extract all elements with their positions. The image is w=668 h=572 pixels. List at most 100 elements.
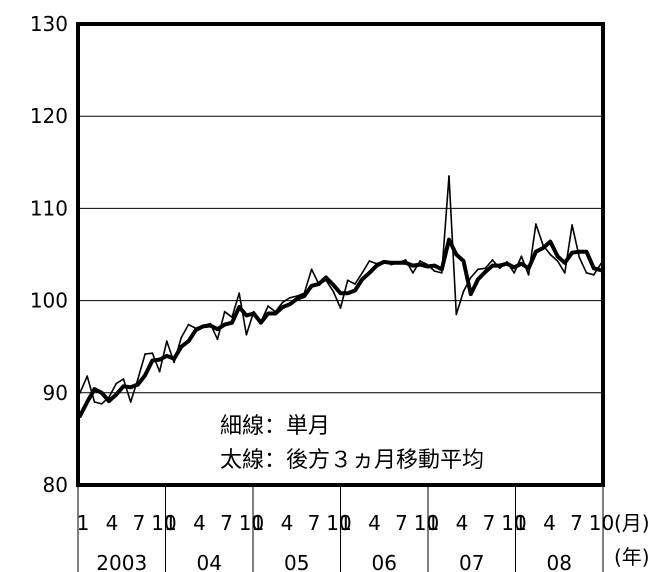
point-monthly — [419, 260, 421, 262]
point-monthly — [216, 338, 219, 341]
point-monthly — [339, 307, 342, 309]
y-tick-label: 130 — [30, 12, 68, 36]
point-monthly — [100, 403, 103, 405]
point-monthly — [404, 259, 407, 261]
point-monthly — [433, 270, 436, 272]
point-moving-average — [447, 237, 451, 242]
point-monthly — [346, 279, 349, 282]
point-monthly — [448, 175, 450, 178]
point-moving-average — [273, 311, 278, 316]
point-moving-average — [526, 266, 531, 271]
point-moving-average — [469, 292, 473, 296]
x-month-tick-label: 4 — [543, 511, 556, 535]
legend-thick-label: 太線：後方３ヵ月移動平均 — [220, 448, 484, 473]
point-moving-average — [230, 320, 234, 325]
point-monthly — [129, 401, 132, 403]
gridlines — [78, 115, 603, 394]
point-moving-average — [302, 294, 307, 298]
y-tick-label: 110 — [30, 196, 68, 220]
point-moving-average — [295, 297, 299, 301]
point-monthly — [144, 353, 147, 355]
x-month-tick-label: 10 — [414, 511, 439, 535]
point-monthly — [571, 224, 573, 226]
point-monthly — [578, 256, 581, 259]
series-line-monthly — [79, 175, 602, 405]
point-moving-average — [490, 263, 495, 268]
x-month-tick-label: 7 — [395, 511, 408, 535]
x-month-tick-label: 4 — [193, 511, 206, 535]
point-moving-average — [165, 354, 169, 358]
series-line-moving-average — [78, 237, 603, 418]
point-moving-average — [396, 261, 401, 265]
point-moving-average — [360, 277, 365, 282]
point-moving-average — [353, 288, 357, 293]
point-moving-average — [345, 291, 350, 296]
x-month-tick-label: 7 — [308, 511, 321, 535]
point-moving-average — [324, 275, 328, 280]
point-moving-average — [172, 356, 176, 361]
point-moving-average — [534, 249, 538, 254]
legend: 細線：単月 太線：後方３ヵ月移動平均 — [220, 414, 484, 473]
point-monthly — [368, 260, 371, 262]
point-moving-average — [570, 250, 574, 255]
x-month-tick-label: 1 — [427, 511, 440, 535]
point-monthly — [122, 378, 125, 380]
point-moving-average — [577, 249, 582, 254]
point-moving-average — [92, 387, 97, 391]
x-month-tick-label: 1 — [339, 511, 352, 535]
point-moving-average — [179, 344, 184, 349]
point-moving-average — [403, 261, 408, 265]
point-monthly — [158, 370, 161, 373]
y-tick-label: 100 — [30, 289, 68, 313]
point-moving-average — [555, 254, 560, 259]
point-monthly — [245, 333, 248, 336]
point-moving-average — [418, 262, 422, 267]
point-monthly — [498, 267, 501, 270]
x-year-label: 04 — [197, 551, 222, 572]
point-moving-average — [114, 392, 118, 397]
x-month-tick-label: 1 — [164, 511, 177, 535]
point-monthly — [520, 255, 523, 258]
x-month-tick-label: 7 — [483, 511, 496, 535]
point-monthly — [93, 401, 96, 403]
x-year-unit-label: (年) — [614, 545, 650, 569]
point-monthly — [165, 340, 168, 343]
point-monthly — [332, 290, 335, 293]
point-monthly — [310, 268, 313, 271]
series-lines — [78, 175, 603, 418]
point-moving-average — [288, 302, 292, 307]
point-moving-average — [128, 385, 133, 390]
x-year-label: 08 — [547, 551, 572, 572]
point-monthly — [267, 305, 269, 307]
x-month-tick-label: 7 — [133, 511, 146, 535]
x-year-label: 07 — [459, 551, 484, 572]
point-moving-average — [461, 259, 466, 263]
point-moving-average — [592, 266, 596, 271]
point-moving-average — [432, 263, 437, 268]
point-monthly — [137, 378, 139, 380]
point-monthly — [513, 272, 516, 274]
point-monthly — [477, 268, 479, 271]
point-monthly — [535, 223, 537, 226]
point-moving-average — [425, 264, 430, 269]
x-year-label: 06 — [372, 551, 397, 572]
point-monthly — [296, 295, 298, 297]
point-moving-average — [194, 328, 198, 332]
x-month-tick-label: 10 — [239, 511, 264, 535]
point-monthly — [527, 273, 530, 276]
point-moving-average — [85, 400, 89, 404]
point-monthly — [491, 259, 494, 261]
x-month-tick-label: 7 — [220, 511, 233, 535]
point-moving-average — [512, 265, 516, 270]
point-moving-average — [454, 252, 459, 257]
point-moving-average — [201, 324, 205, 329]
point-moving-average — [99, 391, 104, 395]
x-month-tick-label: 1 — [77, 511, 90, 535]
point-monthly — [151, 352, 154, 355]
point-moving-average — [374, 263, 379, 268]
point-monthly — [462, 290, 465, 293]
plot-frame — [76, 22, 605, 487]
point-moving-average — [389, 261, 394, 265]
point-monthly — [412, 272, 414, 274]
